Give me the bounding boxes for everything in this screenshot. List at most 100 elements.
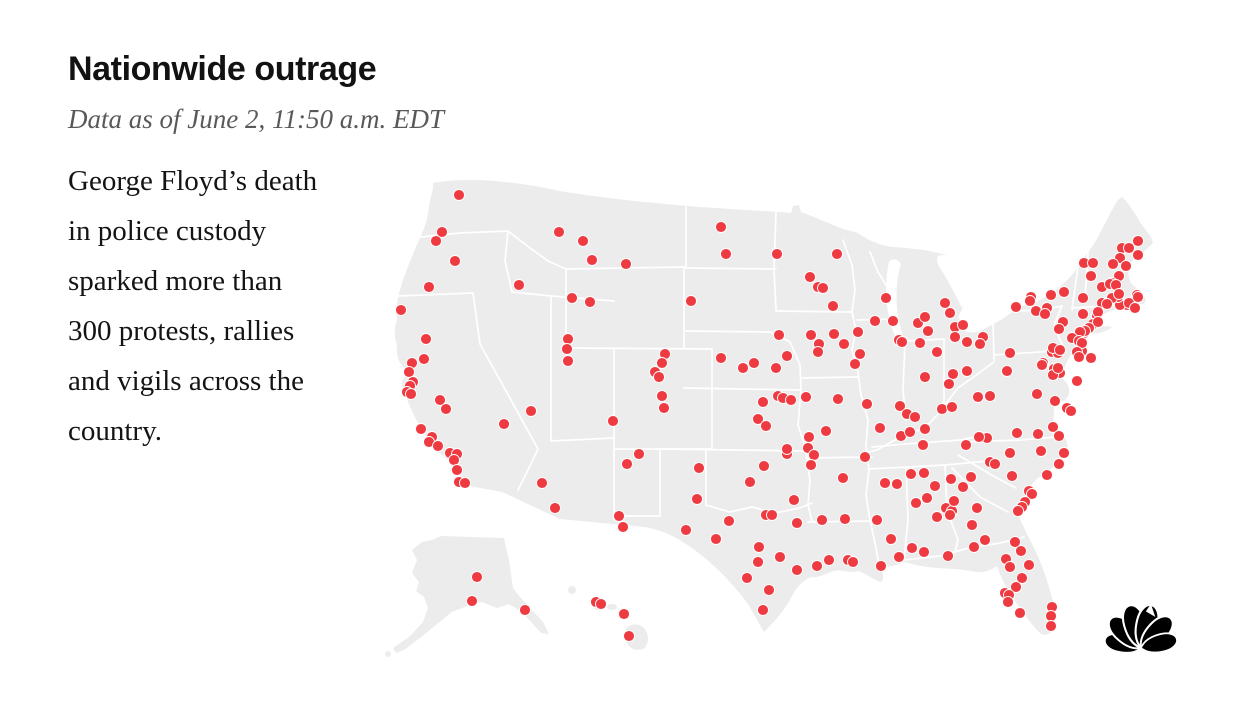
- lede-line: 300 protests, rallies: [68, 315, 295, 347]
- protest-location-dot: [919, 423, 931, 435]
- protest-location-dot: [403, 366, 415, 378]
- protest-location-dot: [617, 521, 629, 533]
- protest-location-dot: [423, 281, 435, 293]
- protest-location-dot: [839, 513, 851, 525]
- protest-location-dot: [1073, 351, 1085, 363]
- lake-huron-shape: [936, 254, 967, 308]
- protest-location-dot: [805, 459, 817, 471]
- protest-location-dot: [1077, 308, 1089, 320]
- protest-location-dot: [753, 541, 765, 553]
- protest-location-dot: [748, 357, 760, 369]
- protest-location-dot: [525, 405, 537, 417]
- protest-location-dot: [942, 550, 954, 562]
- protest-location-dot: [943, 378, 955, 390]
- protest-location-dot: [939, 297, 951, 309]
- protest-location-dot: [1031, 388, 1043, 400]
- protest-location-dot: [960, 439, 972, 451]
- protest-location-dot: [566, 292, 578, 304]
- protest-location-dot: [854, 348, 866, 360]
- protest-location-dot: [620, 258, 632, 270]
- protest-location-dot: [906, 542, 918, 554]
- protest-location-dot: [891, 478, 903, 490]
- peacock-beak-notch: [1145, 603, 1156, 617]
- protest-location-dot: [459, 477, 471, 489]
- protest-location-dot: [781, 350, 793, 362]
- protest-location-dot: [1065, 405, 1077, 417]
- protest-location-dot: [788, 494, 800, 506]
- protest-location-dot: [919, 371, 931, 383]
- protest-location-dot: [1016, 572, 1028, 584]
- lede-line: in police custody: [68, 215, 267, 247]
- aleutian-island-shape: [385, 651, 391, 657]
- protest-location-dot: [395, 304, 407, 316]
- protest-location-dot: [715, 221, 727, 233]
- protest-location-dot: [785, 394, 797, 406]
- protest-location-dot: [471, 571, 483, 583]
- protest-location-dot: [607, 415, 619, 427]
- protest-location-dot: [781, 443, 793, 455]
- protest-location-dot: [968, 541, 980, 553]
- protest-location-dot: [1001, 365, 1013, 377]
- protest-location-dot: [1045, 289, 1057, 301]
- protest-location-dot: [771, 248, 783, 260]
- protest-location-dot: [1058, 286, 1070, 298]
- protest-location-dot: [553, 226, 565, 238]
- protest-location-dot: [880, 292, 892, 304]
- protest-location-dot: [918, 467, 930, 479]
- protest-location-dot: [893, 551, 905, 563]
- protest-location-dot: [944, 509, 956, 521]
- protest-location-dot: [989, 458, 1001, 470]
- protest-location-dot: [773, 329, 785, 341]
- protest-location-dot: [653, 371, 665, 383]
- protest-location-dot: [828, 328, 840, 340]
- protest-location-dot: [1047, 421, 1059, 433]
- protest-location-dot: [680, 524, 692, 536]
- protest-location-dot: [961, 365, 973, 377]
- protest-location-dot: [965, 471, 977, 483]
- protest-location-dot: [957, 319, 969, 331]
- protest-location-dot: [1058, 447, 1070, 459]
- lede-line: George Floyd’s death: [68, 165, 318, 197]
- protest-location-dot: [808, 449, 820, 461]
- protest-location-dot: [618, 608, 630, 620]
- protest-location-dot: [1015, 545, 1027, 557]
- protest-location-dot: [791, 564, 803, 576]
- protest-location-dot: [1009, 536, 1021, 548]
- protest-location-dot: [984, 390, 996, 402]
- protest-location-dot: [823, 554, 835, 566]
- protest-location-dot: [561, 343, 573, 355]
- protest-location-dot: [562, 355, 574, 367]
- protest-location-dot: [961, 336, 973, 348]
- protest-location-dot: [586, 254, 598, 266]
- protest-location-dot: [1092, 316, 1104, 328]
- protest-location-dot: [800, 391, 812, 403]
- protest-location-dot: [817, 282, 829, 294]
- aleutian-island-shape: [395, 647, 401, 653]
- hawaii-molokai-shape: [607, 604, 617, 610]
- protest-location-dot: [1036, 359, 1048, 371]
- protest-location-dot: [894, 400, 906, 412]
- protest-location-dot: [1052, 362, 1064, 374]
- protest-location-dot: [974, 338, 986, 350]
- protest-location-dot: [791, 517, 803, 529]
- protest-location-dot: [929, 480, 941, 492]
- protest-location-dot: [1004, 447, 1016, 459]
- protest-location-dot: [875, 560, 887, 572]
- protest-location-dot: [766, 509, 778, 521]
- protest-location-dot: [971, 502, 983, 514]
- protest-location-dot: [973, 431, 985, 443]
- protest-location-dot: [936, 403, 948, 415]
- protest-location-dot: [656, 390, 668, 402]
- protest-location-dot: [838, 338, 850, 350]
- protest-location-dot: [874, 422, 886, 434]
- protest-location-dot: [723, 515, 735, 527]
- protest-location-dot: [861, 398, 873, 410]
- protest-location-dot: [434, 394, 446, 406]
- protest-location-dot: [1024, 295, 1036, 307]
- protest-location-dot: [584, 296, 596, 308]
- protest-location-dot: [1132, 291, 1144, 303]
- protest-location-dot: [466, 595, 478, 607]
- protest-location-dot: [946, 401, 958, 413]
- protest-location-dot: [1120, 260, 1132, 272]
